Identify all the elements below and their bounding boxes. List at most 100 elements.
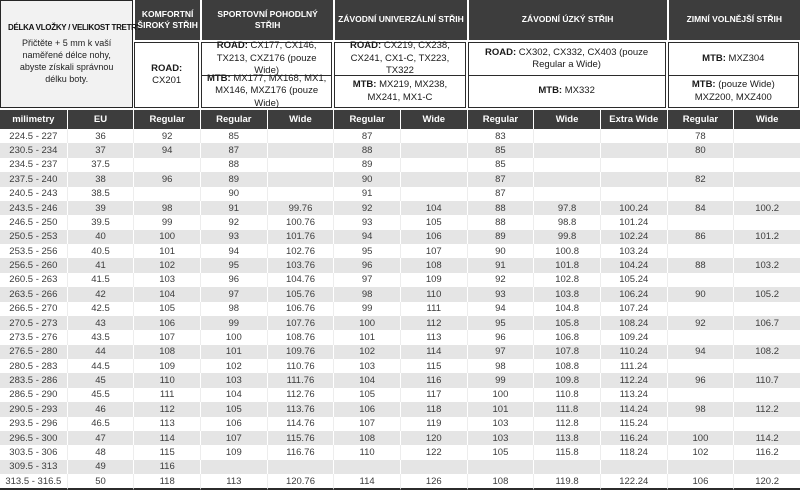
cell-eu: 40 <box>66 229 134 244</box>
cell-size-value: 91 <box>199 200 267 216</box>
cell-size-value <box>666 301 734 316</box>
cell-size-value <box>266 157 334 173</box>
cell-size-value: 112.76 <box>266 387 334 403</box>
cell-size-value: 111 <box>399 301 467 316</box>
cell-size-value: 89 <box>199 172 267 187</box>
cell-size-value: 88 <box>333 143 400 158</box>
cell-size-value: 96 <box>199 272 267 288</box>
cell-size-value: 82 <box>666 172 734 187</box>
models-zavodni-univerzalni-road-list: CX219, CX238, CX241, CX1-C, TX223, TX322 <box>350 40 450 77</box>
cell-size-value: 115 <box>399 359 467 374</box>
cell-size-value: 104.8 <box>533 301 600 316</box>
cell-size-value: 113 <box>199 474 267 490</box>
cell-size-value: 114.24 <box>599 402 667 417</box>
cell-size-value: 90 <box>666 287 734 302</box>
cell-size-value <box>666 244 734 259</box>
cell-size-value: 99.76 <box>266 200 334 216</box>
models-road-row: ROAD: CX201 ROAD: CX177, CX146, TX213, C… <box>0 40 800 108</box>
cell-size-value: 100 <box>666 430 734 446</box>
cell-size-value <box>733 129 800 144</box>
cell-size-value: 102 <box>133 258 200 273</box>
cell-size-value: 126 <box>399 474 467 490</box>
cell-size-value: 110.76 <box>266 359 334 374</box>
info-box: DÉLKA VLOŽKY / VELIKOST TRETRY Přičtěte … <box>0 0 142 108</box>
models-zimni-mtb-2-label: MTB: <box>691 79 716 91</box>
cell-size-value: 101 <box>333 330 400 345</box>
models-sportovni-road-list: CX177, CX146, TX213, CXZ176 (pouze Wide) <box>216 40 317 77</box>
column-header-sportovni-regular: Regular <box>199 108 267 129</box>
cell-size-value: 110 <box>399 287 467 302</box>
table-row: 283.5 - 286 45 110 103 111.76 104 116 99 109.8 11… <box>0 373 800 388</box>
cell-size-value: 90 <box>199 186 267 201</box>
cell-size-value: 104 <box>199 387 267 403</box>
cell-size-value: 120.76 <box>266 474 334 490</box>
models-sportovni-mtb: MTB: MX177, MX168, MX1, MX146, MXZ176 (p… <box>199 73 334 109</box>
cell-size-value: 108.24 <box>599 315 667 331</box>
cell-size-value: 93 <box>199 229 267 244</box>
table-row: 240.5 - 243 38.5 90 91 87 <box>0 186 800 201</box>
cell-milimetry: 290.5 - 293 <box>0 402 67 417</box>
cell-milimetry: 230.5 - 234 <box>0 143 67 158</box>
cell-eu: 38.5 <box>66 186 134 201</box>
cell-size-value: 111.76 <box>266 373 334 388</box>
column-header-row: milimetry EU Regular Regular Wide Regula… <box>0 108 800 129</box>
column-header-komfortni-regular: Regular <box>133 108 200 129</box>
cell-size-value <box>533 172 600 187</box>
cell-size-value <box>733 244 800 259</box>
cell-size-value: 89 <box>333 157 400 173</box>
cell-size-value: 111.8 <box>533 402 600 417</box>
table-row: 273.5 - 276 43.5 107 100 108.76 101 113 96 106.8… <box>0 330 800 345</box>
cell-eu: 43 <box>66 315 134 331</box>
cell-size-value: 112.2 <box>733 402 800 417</box>
cell-size-value: 108 <box>133 344 200 359</box>
cell-size-value: 101 <box>199 344 267 359</box>
table-row: 266.5 - 270 42.5 105 98 106.76 99 111 94 104.8 10… <box>0 301 800 316</box>
cell-size-value: 113.24 <box>599 387 667 403</box>
cell-size-value: 111.24 <box>599 359 667 374</box>
cell-size-value: 114.2 <box>733 430 800 446</box>
cell-size-value: 100 <box>133 229 200 244</box>
cell-size-value: 118.24 <box>599 445 667 460</box>
cell-size-value: 113.8 <box>533 430 600 446</box>
column-header-zavodni-uzky-regular: Regular <box>466 108 534 129</box>
cell-size-value: 112.24 <box>599 373 667 388</box>
cell-size-value: 102.76 <box>266 244 334 259</box>
cell-size-value: 100.24 <box>599 200 667 216</box>
cell-size-value: 85 <box>199 129 267 144</box>
cell-size-value: 110.7 <box>733 373 800 388</box>
cell-eu: 49 <box>66 459 134 474</box>
cell-size-value: 97 <box>333 272 400 288</box>
models-zavodni-uzky-road-list: CX302, CX332, CX403 (pouze Regular a Wid… <box>518 46 649 70</box>
models-zavodni-univerzalni-road-label: ROAD: <box>350 40 382 52</box>
cell-eu: 45 <box>66 373 134 388</box>
table-row: 256.5 - 260 41 102 95 103.76 96 108 91 101.8 104.… <box>0 258 800 273</box>
cell-eu: 42 <box>66 287 134 302</box>
cell-size-value: 102 <box>333 344 400 359</box>
table-row: 270.5 - 273 43 106 99 107.76 100 112 95 105.8 108… <box>0 315 800 331</box>
cell-size-value <box>399 157 467 173</box>
cell-size-value: 122 <box>399 445 467 460</box>
cell-size-value: 116.76 <box>266 445 334 460</box>
cell-size-value: 103.24 <box>599 244 667 259</box>
cell-size-value: 101 <box>466 402 534 417</box>
cell-size-value: 117 <box>399 387 467 403</box>
cell-size-value: 116.24 <box>599 430 667 446</box>
cell-size-value <box>266 186 334 201</box>
cell-size-value: 105.24 <box>599 272 667 288</box>
models-zimni-mtb-1: MTB: MXZ304 <box>666 42 800 75</box>
cell-size-value <box>733 330 800 345</box>
cell-eu: 46 <box>66 402 134 417</box>
column-header-milimetry: milimetry <box>0 108 67 129</box>
models-komfortni-list: CX201 <box>152 75 182 86</box>
cell-size-value: 101.8 <box>533 258 600 273</box>
cell-size-value: 114 <box>133 430 200 446</box>
models-zavodni-univerzalni-mtb-list: MX219, MX238, MX241, MX1-C <box>367 79 448 103</box>
cell-eu: 41 <box>66 258 134 273</box>
cell-size-value <box>599 459 667 474</box>
table-row: 263.5 - 266 42 104 97 105.76 98 110 93 103.8 106.… <box>0 287 800 302</box>
column-header-eu: EU <box>66 108 134 129</box>
cell-size-value: 107.8 <box>533 344 600 359</box>
cell-size-value: 122.24 <box>599 474 667 490</box>
table-row: 303.5 - 306 48 115 109 116.76 110 122 105 115.8 1… <box>0 445 800 460</box>
cell-size-value: 88 <box>466 215 534 230</box>
